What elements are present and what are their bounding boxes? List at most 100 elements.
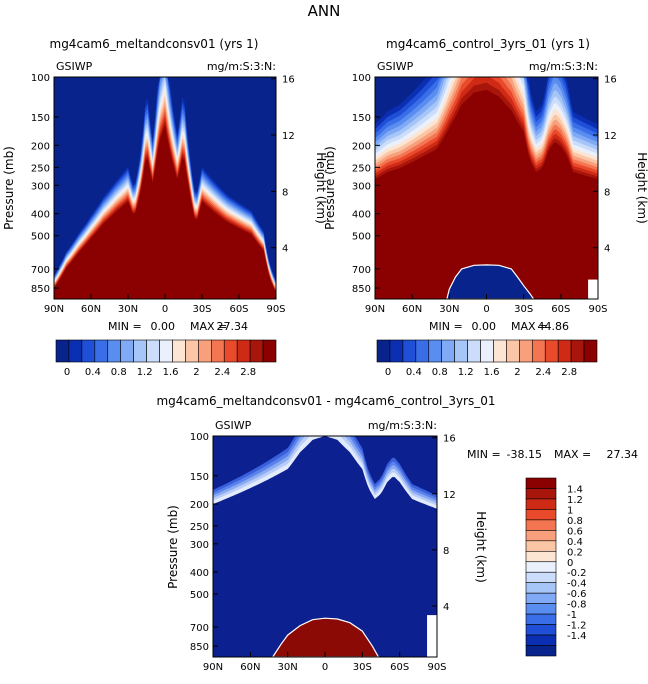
colorbar-swatch [81,339,96,363]
y-tick-label: 400 [31,210,50,221]
colorbar-label: 2.4 [535,367,551,378]
colorbar-label: -0.2 [567,568,587,579]
colorbar: 0 0.4 0.8 1.2 1.6 2 2.4 2.8 [55,339,277,378]
y-tick-label: 700 [352,265,371,276]
stat-max-value: 27.34 [217,320,249,333]
axes: 90N 60N 30N 0 30S 60S 90S 100 150 200 250 300 400 500… [352,73,617,315]
y-axis-label: Pressure (mb) [2,146,16,230]
colorbar-label: 0 [64,367,70,378]
y-axis-label-right: Height (km) [474,511,488,582]
stat-max-value: 44.86 [538,320,570,333]
colorbar-swatch [172,339,186,363]
x-tick-label: 60N [81,304,101,315]
colorbar-label: 0 [567,558,573,569]
colorbar-swatch [525,519,557,531]
colorbar-swatch [583,339,598,363]
y-tick-label: 850 [31,284,50,295]
height-tick-label: 16 [282,75,295,86]
y-tick-label: 200 [31,141,50,152]
contour-field [213,436,437,657]
colorbar-swatch [146,339,160,363]
panel-meltandconsv: mg4cam6_meltandconsv01 (yrs 1) GSIWP mg/… [2,37,328,378]
colorbar-swatch [107,339,122,363]
colorbar-swatch [525,509,557,521]
missing-data [427,615,437,657]
x-tick-label: 90N [203,662,223,673]
colorbar-swatch [428,339,443,363]
colorbar-swatch [159,339,173,363]
missing-data [588,279,598,299]
colorbar-swatch [236,339,251,363]
y-tick-label: 500 [31,232,50,243]
colorbar-label: 0.4 [406,367,422,378]
colorbar-label: 2 [193,367,199,378]
y-tick-label: 300 [352,181,371,192]
colorbar-swatch [441,339,455,363]
y-tick-label: 850 [190,642,209,653]
contour-field [54,77,276,299]
colorbar-swatch [454,339,468,363]
x-tick-label: 60N [402,304,422,315]
panel-title: mg4cam6_meltandconsv01 - mg4cam6_control… [156,394,495,408]
colorbar-swatch [185,339,199,363]
y-tick-label: 300 [190,540,209,551]
stat-min-value: 0.00 [472,320,497,333]
stat-min-value: 0.00 [151,320,176,333]
colorbar-label: 0.4 [567,537,583,548]
x-tick-label: 30S [192,304,211,315]
colorbar-swatch [133,339,147,363]
height-tick-label: 4 [443,602,449,613]
y-tick-label: 100 [31,73,50,84]
stat-max-label: MAX = [511,320,548,333]
colorbar-label: 1.6 [163,367,179,378]
colorbar-swatch [249,339,264,363]
panel-title: mg4cam6_control_3yrs_01 (yrs 1) [386,37,590,51]
colorbar-swatch [493,339,507,363]
y-tick-label: 250 [31,163,50,174]
colorbar-label: -0.6 [567,589,587,600]
y-axis-label: Pressure (mb) [166,505,180,589]
panel-left-label: GSIWP [56,60,93,73]
stat-max-value: 27.34 [607,448,639,461]
y-tick-label: 700 [190,623,209,634]
x-tick-label: 0 [483,304,489,315]
height-tick-label: 4 [282,244,288,255]
y-tick-label: 400 [352,210,371,221]
x-tick-label: 30S [353,662,372,673]
colorbar-label: 0.2 [567,547,583,558]
stat-max-label: MAX = [190,320,227,333]
axes: 90N 60N 30N 0 30S 60S 90S 100 150 200 250 300 400 500… [190,432,456,673]
colorbar-label: 2.4 [214,367,230,378]
x-tick-label: 60S [551,304,570,315]
colorbar-label: 0.8 [432,367,448,378]
y-axis-label-right: Height (km) [635,152,648,223]
x-tick-label: 90N [44,304,64,315]
colorbar-swatch [525,530,557,542]
y-tick-label: 150 [352,113,371,124]
colorbar-swatch [389,339,404,363]
x-tick-label: 0 [162,304,168,315]
stat-max-label: MAX = [554,448,591,461]
colorbar-swatch [402,339,417,363]
colorbar-label: 2.8 [561,367,577,378]
x-tick-label: 90N [365,304,385,315]
panel-title: mg4cam6_meltandconsv01 (yrs 1) [50,37,259,51]
y-tick-label: 200 [352,141,371,152]
contour-band [54,129,276,299]
panel-left-label: GSIWP [215,419,252,432]
height-tick-label: 8 [443,546,449,557]
colorbar-swatch [525,624,557,636]
panel-left-label: GSIWP [377,60,414,73]
colorbar-label: 0 [385,367,391,378]
y-tick-label: 250 [352,163,371,174]
x-tick-label: 60S [229,304,248,315]
height-tick-label: 16 [604,75,617,86]
colorbar-swatch [557,339,572,363]
panel-right-label: mg/m:S:3:N: [368,419,437,432]
panel-right-label: mg/m:S:3:N: [529,60,598,73]
x-tick-label: 30N [439,304,459,315]
y-axis-label-right: Height (km) [314,152,328,223]
colorbar-swatch [223,339,238,363]
y-tick-label: 200 [190,500,209,511]
colorbar-label: 1.6 [484,367,500,378]
